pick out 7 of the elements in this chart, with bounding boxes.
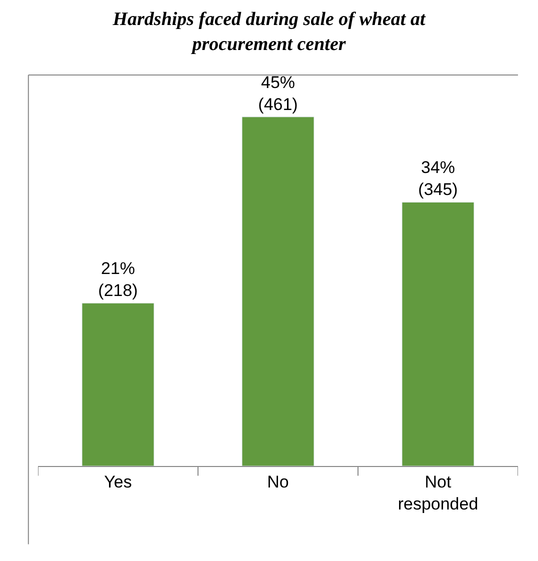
data-label: 45% (461) [258, 72, 298, 114]
x-tick-label: Not responded [398, 472, 478, 514]
data-label: 34% (345) [418, 158, 458, 200]
x-tick-label: No [267, 472, 289, 492]
data-label: 21% (218) [98, 258, 138, 300]
x-tick-label: Yes [104, 472, 132, 492]
chart-title: Hardships faced during sale of wheat at procurement center [112, 9, 426, 55]
